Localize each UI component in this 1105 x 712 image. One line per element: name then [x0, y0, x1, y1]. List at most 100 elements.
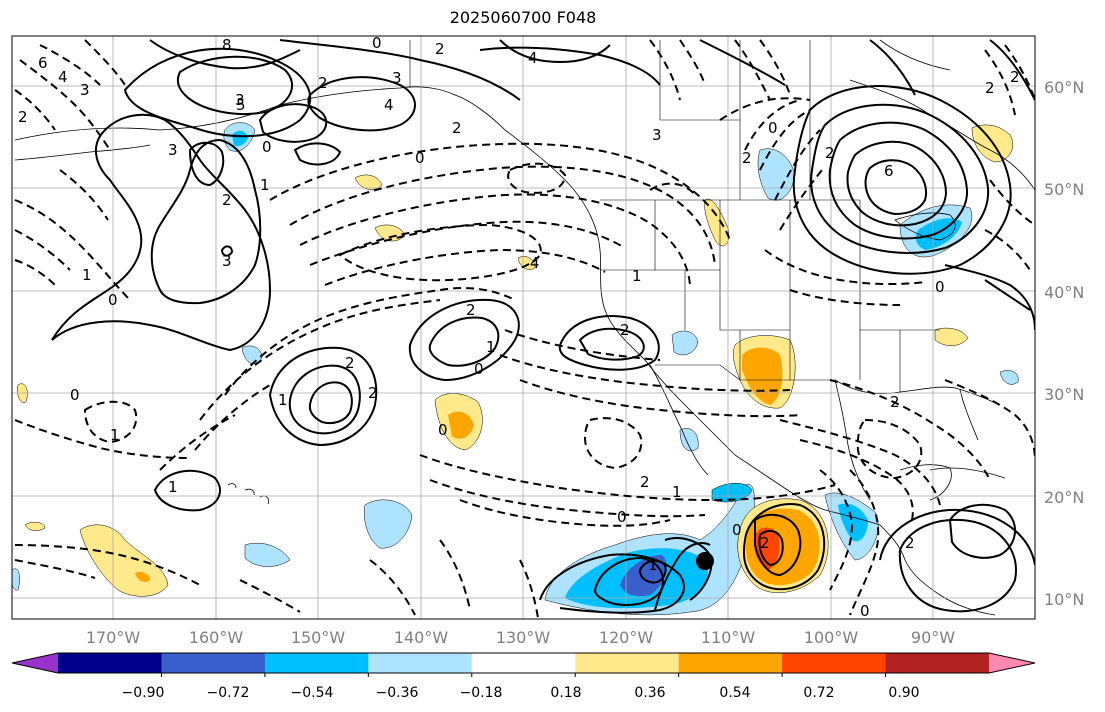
map-title: 2025060700 F048: [449, 8, 597, 27]
aleutian-islands: [14, 144, 151, 161]
contour-label: 5: [236, 96, 246, 114]
north-america-west-coast: [454, 94, 996, 616]
colorbar-tick-label: −0.72: [207, 685, 250, 701]
contour-label: 2: [318, 74, 328, 92]
colorbar-segment: [885, 653, 990, 673]
contour-label: 2: [905, 534, 915, 552]
negative-area: [838, 503, 868, 542]
baja-california: [649, 364, 709, 476]
contour-label: 3: [392, 69, 402, 87]
lon-label: 120°W: [599, 628, 654, 647]
contour-label: 0: [935, 278, 945, 296]
colorbar-tick-label: 0.72: [803, 685, 834, 701]
contour-label: 2: [742, 149, 752, 167]
contour-label: 4: [58, 68, 68, 86]
contour-label: 1: [278, 391, 288, 409]
contour-label: 1: [82, 266, 92, 284]
positive-contours: [51, 39, 1035, 614]
colorbar-tick-label: 0.54: [719, 685, 750, 701]
contour-label: 2: [890, 393, 900, 411]
negative-area: [915, 218, 962, 250]
lat-label: 10°N: [1044, 590, 1084, 609]
contour-label: 0: [372, 34, 382, 52]
contour-label: 0: [415, 149, 425, 167]
contour-label: 1: [110, 426, 120, 444]
latitude-labels: 60°N 50°N 40°N 30°N 20°N 10°N: [1044, 78, 1084, 609]
colorbar-tick-label: 0.18: [550, 685, 581, 701]
negative-area: [679, 428, 699, 452]
contour-label: 4: [528, 49, 538, 67]
contour-label: 2: [345, 354, 355, 372]
contour-label: 4: [530, 254, 540, 272]
colorbar-segment: [575, 653, 680, 673]
colorbar-segment: [368, 653, 473, 673]
contour-label: 3: [652, 126, 662, 144]
contour-labels: 6 4 3 8 2 0 4 2 3 3 4 2 0 5 2 3 2 0 3 2 …: [18, 34, 1020, 620]
gulf-coast: [834, 379, 1001, 406]
contour-label: 0: [474, 360, 484, 378]
contour-label: 0: [108, 291, 118, 309]
contour-label: 2: [620, 321, 630, 339]
positive-area: [448, 411, 474, 439]
contour-label: 2: [466, 301, 476, 319]
coastlines: [14, 39, 1035, 616]
alaska-coast: [14, 86, 456, 141]
lat-label: 50°N: [1044, 180, 1084, 199]
negative-area: [232, 130, 248, 147]
contour-label: 3: [235, 91, 245, 109]
lon-label: 90°W: [911, 628, 955, 647]
negative-contours: [14, 39, 1035, 619]
lat-label: 20°N: [1044, 488, 1084, 507]
contour-label: 2: [452, 119, 462, 137]
contour-label: 2: [435, 40, 445, 58]
colorbar-tick-label: 0.36: [634, 685, 665, 701]
contour-label: 0: [732, 521, 742, 539]
negative-area: [999, 370, 1019, 385]
contour-label: 0: [860, 602, 870, 620]
contour-label: 6: [884, 162, 894, 180]
contour-label: 0: [262, 138, 272, 156]
lon-label: 160°W: [189, 628, 244, 647]
colorbar-segment: [782, 653, 887, 673]
colorbar-tick-label: −0.18: [460, 685, 503, 701]
colorbar-segment: [161, 653, 266, 673]
positive-area: [704, 198, 730, 247]
colorbar-tick-label: 0.90: [888, 685, 919, 701]
lon-label: 130°W: [496, 628, 551, 647]
contour-label: 2: [825, 144, 835, 162]
colorbar-tick-labels: −0.90 −0.72 −0.54 −0.36 −0.18 0.18 0.36 …: [122, 685, 920, 701]
contour-label: 2: [640, 473, 650, 491]
negative-area: [620, 555, 667, 597]
negative-area: [244, 542, 291, 567]
negative-area: [671, 330, 699, 356]
contour-label: 1: [632, 267, 642, 285]
colorbar-segment: [471, 653, 576, 673]
colorbar-tick-label: −0.36: [376, 685, 419, 701]
lon-label: 170°W: [86, 628, 141, 647]
colorbar: [11, 652, 1036, 677]
contour-label: 1: [672, 483, 682, 501]
contour-label: 0: [438, 421, 448, 439]
lon-label: 150°W: [291, 628, 346, 647]
contour-label: 8: [222, 36, 232, 54]
contour-label: 2: [368, 384, 378, 402]
florida: [959, 389, 979, 441]
positive-area: [135, 571, 150, 582]
map-frame: [11, 35, 1036, 620]
colorbar-tick-label: −0.54: [291, 685, 334, 701]
negative-area: [757, 148, 796, 201]
contour-label: 1: [260, 176, 270, 194]
contour-label: 3: [80, 81, 90, 99]
storm-center-marker: [696, 552, 714, 570]
contour-label: 6: [38, 54, 48, 72]
contour-label: 2: [760, 534, 770, 552]
longitude-labels: 170°W 160°W 150°W 140°W 130°W 120°W 110°…: [86, 628, 955, 647]
negative-area: [364, 499, 413, 549]
political-borders: [409, 40, 940, 392]
lat-label: 60°N: [1044, 78, 1084, 97]
positive-area: [24, 521, 46, 531]
lon-label: 110°W: [701, 628, 756, 647]
contour-label: 4: [384, 96, 394, 114]
great-lakes: [894, 212, 956, 241]
